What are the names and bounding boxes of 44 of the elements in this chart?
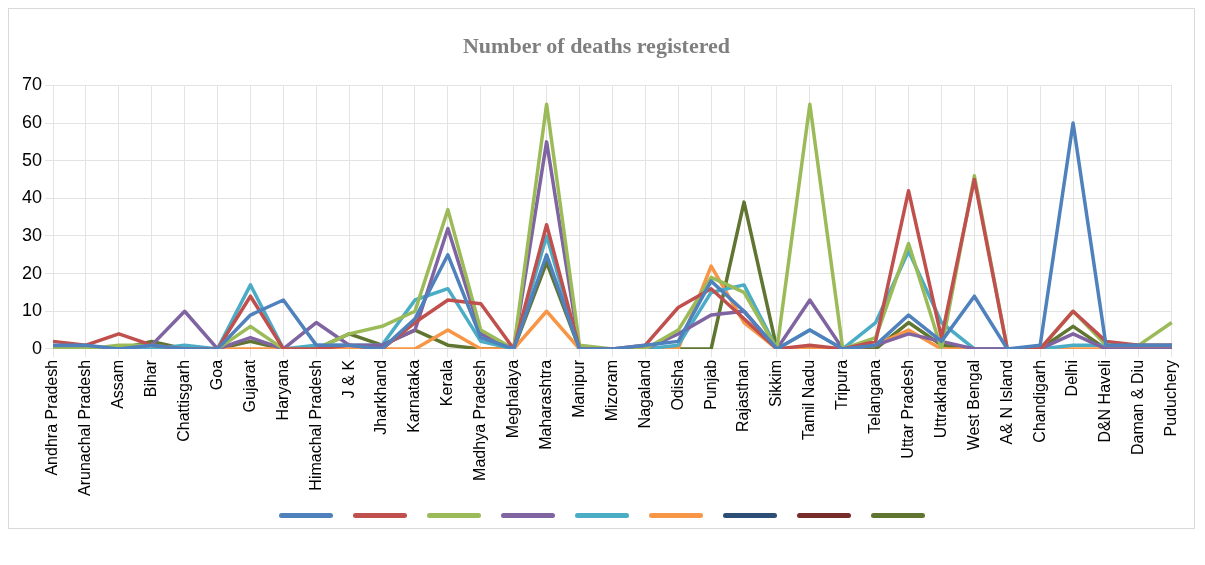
x-tick-label: Chattisgarh xyxy=(175,359,193,442)
x-tick-label: Telangana xyxy=(866,359,884,434)
y-tick-label: 20 xyxy=(21,262,43,283)
x-tick-label: Assam xyxy=(109,359,127,409)
x-tick-label: West Bengal xyxy=(964,359,982,451)
x-tick-label: Arunachal Pradesh xyxy=(76,359,94,497)
y-tick-label: 50 xyxy=(21,149,43,170)
x-tick-label: Sikkim xyxy=(767,359,785,408)
x-tick-label: Uttrakhand xyxy=(931,359,949,439)
x-tick-label: Andhra Pradesh xyxy=(43,359,61,476)
x-tick-label: Haryana xyxy=(273,359,291,421)
x-tick-label: Uttar Pradesh xyxy=(898,359,916,459)
x-tick-label: Himachal Pradesh xyxy=(306,359,324,491)
y-tick-label: 10 xyxy=(21,300,43,321)
x-tick-label: A& N Island xyxy=(997,359,1015,445)
x-tick-label: Bihar xyxy=(142,359,160,398)
x-tick-label: Meghalaya xyxy=(504,359,522,439)
x-tick-label: Rajasthan xyxy=(734,359,752,432)
x-tick-label: Manipur xyxy=(569,359,587,418)
y-tick-label: 40 xyxy=(21,187,43,208)
x-tick-label: Punjab xyxy=(701,359,719,410)
x-tick-label: Nagaland xyxy=(635,359,653,429)
x-tick-label: Karnataka xyxy=(405,359,423,433)
x-tick-label: Tamil Nadu xyxy=(800,359,818,440)
x-tick-label: Daman & Diu xyxy=(1129,359,1147,456)
x-tick-label: Jharkhand xyxy=(372,359,390,435)
x-tick-label: Maharashtra xyxy=(537,359,555,450)
y-tick-label: 60 xyxy=(21,112,43,133)
x-tick-label: Delhi xyxy=(1063,359,1081,397)
x-tick-label: Odisha xyxy=(668,359,686,411)
x-tick-label: Goa xyxy=(207,359,225,391)
x-tick-label: D&N Haveli xyxy=(1096,359,1114,443)
chart-title: Number of deaths registered xyxy=(462,32,731,58)
x-tick-label: Gujarat xyxy=(240,359,258,413)
x-tick-label: Kerala xyxy=(438,359,456,407)
x-tick-label: Puduchery xyxy=(1162,359,1180,437)
y-tick-label: 70 xyxy=(21,74,43,95)
x-tick-label: Madhya Pradesh xyxy=(471,359,489,481)
y-tick-label: 30 xyxy=(21,224,43,245)
x-tick-label: Tripura xyxy=(833,359,851,411)
x-tick-label: J & K xyxy=(339,359,357,399)
x-tick-label: Chandigarh xyxy=(1030,359,1048,443)
x-tick-label: Mizoram xyxy=(602,359,620,422)
y-tick-label: 0 xyxy=(32,337,43,358)
